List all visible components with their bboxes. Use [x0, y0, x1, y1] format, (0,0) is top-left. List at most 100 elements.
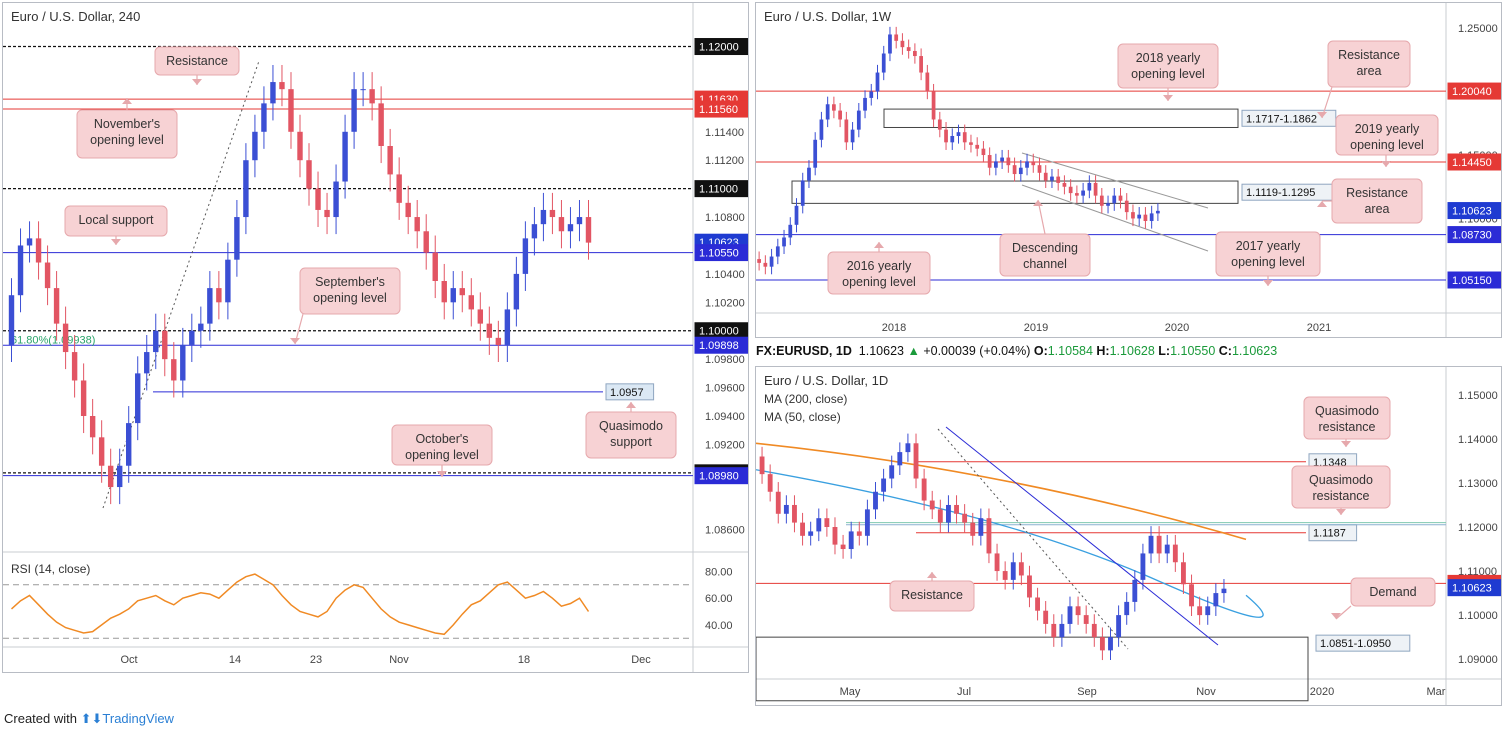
weekly-candle: [1112, 195, 1117, 204]
daily-candle: [1156, 535, 1162, 554]
note-2018-text: opening level: [1131, 67, 1205, 81]
price-candle: [333, 181, 339, 218]
price-candle: [450, 288, 456, 303]
daily-candle: [1027, 575, 1032, 598]
rsi-line: [10, 573, 590, 636]
daily-candle: [889, 465, 895, 479]
footer-brand[interactable]: TradingView: [102, 711, 174, 726]
x-tick-label: Mar: [1427, 686, 1446, 698]
price-candle: [234, 217, 240, 260]
level-label: 1.11000: [699, 184, 738, 196]
weekly-candle: [800, 180, 805, 206]
zone-box: [883, 108, 1239, 128]
y-tick-label: 1.13000: [1458, 478, 1498, 490]
weekly-candle: [1081, 190, 1085, 196]
price-candle: [17, 245, 24, 296]
chart-daily-canvas[interactable]: 1.150001.140001.130001.120001.110001.100…: [756, 367, 1502, 706]
price-candle: [540, 209, 547, 225]
daily-candle: [1181, 562, 1186, 585]
price-candle: [288, 89, 294, 132]
october-note-pointer-head: [437, 471, 447, 477]
weekly-candle: [975, 144, 980, 149]
y-tick-label: 1.08600: [705, 525, 745, 537]
chart-weekly-canvas[interactable]: 1.250001.200401.150001.100001.051501.200…: [756, 3, 1502, 338]
note-2017-text: opening level: [1231, 255, 1305, 269]
weekly-candle: [962, 132, 967, 143]
price-candle: [315, 188, 321, 210]
note-res-area-2-text: Resistance: [1346, 186, 1408, 200]
weekly-candle: [1018, 167, 1023, 175]
x-tick-label: 2020: [1165, 322, 1189, 334]
chart-240[interactable]: 1.11400 1.11200 1.10800 1.10400 1.10200 1.098…: [2, 2, 749, 673]
daily-candle: [1108, 637, 1113, 651]
daily-candle: [1213, 593, 1219, 607]
price-candle: [576, 217, 583, 225]
weekly-candle: [1124, 200, 1129, 213]
x-tick-label: May: [840, 686, 861, 698]
daily-candle: [881, 478, 887, 492]
weekly-candle: [825, 104, 830, 120]
price-candle: [80, 380, 87, 416]
quasimodo-level-label: 1.0957: [610, 387, 644, 399]
weekly-candle: [856, 110, 861, 130]
note-demand-pointer: [1335, 605, 1352, 620]
october-note-text: October's: [415, 432, 468, 446]
note-qm-res-1: [1303, 396, 1391, 440]
x-tick-label: Nov: [1196, 686, 1216, 698]
weekly-candle: [1025, 161, 1029, 168]
footer[interactable]: Created with ⬆⬇TradingView: [4, 711, 174, 727]
daily-candle: [1140, 553, 1146, 580]
y-tick-label: 1.10000: [1458, 610, 1498, 622]
level-label-box: [694, 100, 748, 118]
price-candle: [180, 344, 186, 381]
note-qm-res-1-text: Quasimodo: [1315, 404, 1379, 418]
price-candle: [71, 352, 78, 381]
level-label-box: [694, 38, 748, 56]
daily-candle: [1010, 562, 1016, 580]
x-tick-label: 18: [518, 654, 530, 666]
note-2018-pointer-head: [1163, 95, 1173, 101]
price-candle: [441, 281, 447, 303]
rsi-tick-label: 80.00: [705, 566, 733, 578]
daily-candle: [970, 522, 976, 536]
price-candle: [351, 89, 357, 132]
weekly-candle: [944, 129, 948, 143]
note-channel-text: channel: [1023, 257, 1067, 271]
y-tick-label: 1.10400: [705, 269, 745, 281]
note-res-area-1-text: Resistance: [1338, 48, 1400, 62]
daily-candle: [808, 531, 814, 536]
level-label: 1.09898: [699, 340, 739, 352]
chart-weekly[interactable]: 1.250001.200401.150001.100001.051501.200…: [755, 2, 1502, 338]
daily-candle: [775, 491, 781, 514]
price-candle: [153, 330, 159, 353]
note-demand: [1350, 577, 1436, 607]
rsi-tick-label: 60.00: [705, 593, 733, 605]
trend-line: [102, 60, 260, 509]
price-candle: [486, 323, 493, 338]
price-candle: [504, 309, 511, 345]
quote-high: 1.10628: [1109, 344, 1155, 358]
daily-candle: [816, 518, 822, 532]
daily-candle: [929, 500, 935, 510]
daily-candle: [1002, 571, 1008, 580]
daily-candle: [1148, 535, 1154, 554]
daily-candle: [832, 527, 838, 545]
weekly-candle: [1075, 193, 1079, 196]
level-label-box: [694, 244, 748, 262]
note-2017-pointer-head: [1263, 280, 1273, 286]
price-candle: [216, 288, 222, 303]
chart-daily[interactable]: 1.15000 1.14000 1.13000 1.12000 1.11000 1.100…: [755, 366, 1502, 706]
weekly-candle: [1050, 176, 1054, 181]
high-label: H:: [1096, 344, 1110, 358]
open-label: O:: [1033, 344, 1048, 358]
price-candle: [252, 131, 258, 161]
price-candle: [207, 288, 213, 324]
local-support-note-text: Local support: [78, 213, 154, 227]
chart-weekly-title: Euro / U.S. Dollar, 1W: [764, 9, 892, 24]
weekly-candle: [925, 72, 930, 92]
weekly-candle: [1037, 165, 1042, 173]
price-candle: [414, 217, 420, 232]
x-tick-label: 2019: [1024, 322, 1048, 334]
tradingview-logo-icon[interactable]: ⬆⬇: [80, 711, 103, 726]
chart-240-canvas[interactable]: 1.11400 1.11200 1.10800 1.10400 1.10200 1.098…: [3, 3, 749, 673]
